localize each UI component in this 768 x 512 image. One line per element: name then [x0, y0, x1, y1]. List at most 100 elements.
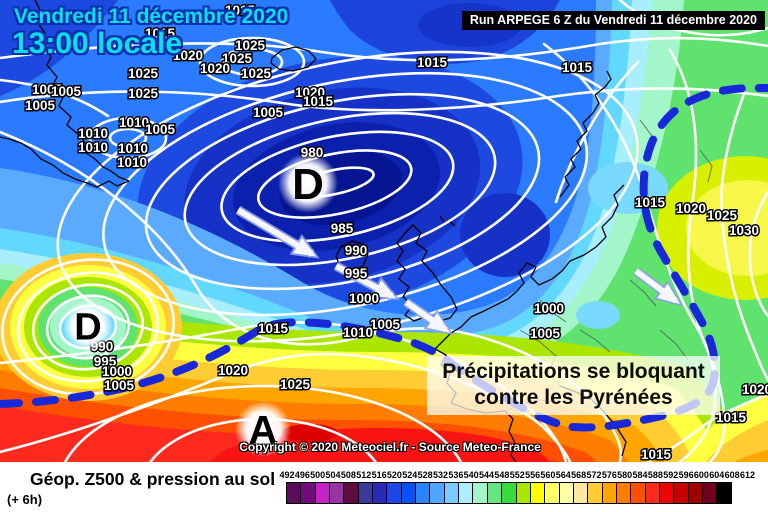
- scale-value: 496: [294, 470, 310, 480]
- scale-value: 524: [402, 470, 418, 480]
- isobar-label: 1025: [280, 377, 311, 392]
- isobar-label: 985: [331, 221, 354, 236]
- time-label: 13:00 locale: [12, 27, 183, 60]
- isobar-label: 1010: [118, 141, 148, 156]
- scale-swatch: [429, 482, 445, 504]
- isobar-label: 1020: [173, 48, 203, 63]
- isobar-label: 1015: [145, 26, 176, 41]
- scale-value: 600: [693, 470, 709, 480]
- isobar-label: 1010: [119, 115, 149, 130]
- scale-swatch: [472, 482, 488, 504]
- scale-value: 540: [463, 470, 479, 480]
- scale-value: 592: [663, 470, 679, 480]
- isobar-label: 995: [345, 266, 368, 281]
- model-run-banner: Run ARPEGE 6 Z du Vendredi 11 décembre 2…: [461, 11, 765, 30]
- front-line: [0, 84, 768, 432]
- map-title: Géop. Z500 & pression au sol: [30, 469, 276, 489]
- isobar-label: 1020: [295, 85, 325, 100]
- isobar-label: 1020: [742, 382, 768, 397]
- isobar-label: 1010: [343, 325, 373, 340]
- isobar-label: 1025: [128, 66, 159, 81]
- scale-swatch: [515, 482, 531, 504]
- isobar-label: 1015: [641, 447, 672, 462]
- scale-value: 500: [310, 470, 326, 480]
- scale-value: 552: [509, 470, 525, 480]
- scale-swatch: [701, 482, 718, 504]
- copyright-label: Copyright © 2020 Meteociel.fr - Source M…: [239, 440, 541, 454]
- annotation-line1: Précipitations se bloquant: [442, 360, 705, 383]
- forecast-step-label: (+ 6h): [7, 492, 43, 507]
- scale-swatch: [529, 482, 546, 504]
- isobar-label: 1005: [32, 82, 63, 97]
- scale-swatch: [630, 482, 646, 504]
- annotation-line2: contre les Pyrénées: [474, 386, 673, 409]
- scale-swatch: [372, 482, 388, 504]
- isobar-label: 1005: [104, 378, 135, 393]
- isobar-label: 1010: [117, 155, 147, 170]
- isobar-label: 1005: [253, 105, 284, 120]
- scale-value: 596: [678, 470, 694, 480]
- isobar-label: 1005: [145, 122, 176, 137]
- isobar-label: 1010: [78, 126, 108, 141]
- geopotential-color-scale: 492 496 500 504 508 512 516 520 524 528 532 536 540 5…: [279, 470, 763, 508]
- scale-value: 564: [555, 470, 571, 480]
- isobar-label: 1020: [218, 363, 248, 378]
- footer-bar: Géop. Z500 & pression au sol (+ 6h) 492 4…: [0, 462, 768, 512]
- scale-swatch: [415, 482, 431, 504]
- scale-swatch: [486, 482, 503, 504]
- scale-swatch: [357, 482, 374, 504]
- scale-value: 544: [479, 470, 495, 480]
- scale-swatch: [329, 482, 345, 504]
- scale-swatch: [572, 482, 589, 504]
- scale-value: 520: [386, 470, 402, 480]
- isobar-label: 1020: [200, 61, 230, 76]
- isobar-label: 1025: [222, 51, 253, 66]
- isobar-label: 1000: [534, 301, 564, 316]
- scale-swatch: [458, 482, 474, 504]
- scale-swatch: [687, 482, 703, 504]
- isobar-label: 1000: [102, 364, 132, 379]
- scale-swatch: [601, 482, 617, 504]
- isobar-label: 1005: [25, 98, 56, 113]
- scale-swatch: [558, 482, 574, 504]
- isobar-label: 1025: [128, 86, 159, 101]
- isobar-label: 1015: [303, 94, 334, 109]
- scale-value: 588: [647, 470, 663, 480]
- isobar-label: 1025: [235, 38, 266, 53]
- scale-swatch: [443, 482, 460, 504]
- pressure-centers-layer: D D A: [62, 153, 338, 457]
- scale-swatch: [716, 482, 732, 504]
- svg-text:D: D: [74, 307, 101, 349]
- scale-value: 504: [325, 470, 341, 480]
- scale-value: 612: [739, 470, 756, 480]
- scale-value: 608: [724, 470, 740, 480]
- scale-value: 580: [617, 470, 633, 480]
- scale-swatch: [544, 482, 560, 504]
- scale-value: 532: [432, 470, 449, 480]
- scale-swatch: [673, 482, 689, 504]
- scale-swatch: [286, 482, 302, 504]
- scale-swatch: [300, 482, 316, 504]
- pressure-center-D: D: [62, 300, 114, 352]
- isobar-label: 1005: [370, 317, 401, 332]
- isobar-label: 1015: [225, 3, 256, 18]
- isobar-label: 1010: [78, 140, 108, 155]
- isobar-label: 1025: [707, 208, 738, 223]
- annotation-box: Précipitations se bloquant contre les Py…: [427, 356, 720, 415]
- scale-value: 604: [709, 470, 725, 480]
- scale-value: 528: [417, 470, 433, 480]
- isobar-label: 1015: [258, 321, 289, 336]
- color-scale-swatches: [286, 482, 732, 504]
- scale-value: 556: [525, 470, 541, 480]
- scale-value: 584: [632, 470, 648, 480]
- svg-text:D: D: [292, 160, 324, 209]
- scale-swatch: [658, 482, 675, 504]
- scale-value: 568: [571, 470, 587, 480]
- scale-value: 560: [540, 470, 556, 480]
- svg-text:A: A: [249, 408, 278, 452]
- date-label: Vendredi 11 décembre 2020: [14, 5, 289, 28]
- pressure-center-D: D: [278, 153, 338, 213]
- scale-value: 516: [371, 470, 387, 480]
